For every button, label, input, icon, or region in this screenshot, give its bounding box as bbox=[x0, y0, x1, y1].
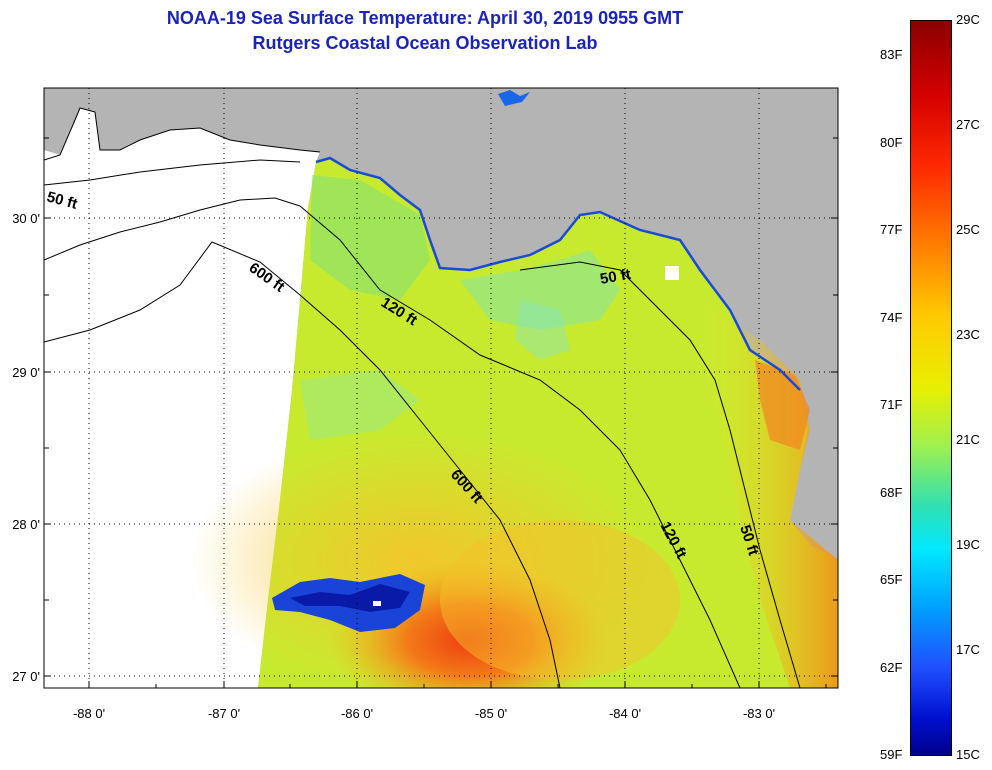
colorbar-f-label: 62F bbox=[880, 660, 903, 675]
colorbar-f-label: 77F bbox=[880, 222, 903, 237]
colorbar-c-label: 17C bbox=[956, 642, 980, 657]
contour-120ft bbox=[299, 205, 741, 688]
colorbar-f-label: 80F bbox=[880, 135, 903, 150]
lon-label: -87 0' bbox=[208, 706, 240, 721]
lat-label: 28 0' bbox=[12, 517, 40, 532]
colorbar-c-label: 21C bbox=[956, 432, 980, 447]
colorbar-c-label: 19C bbox=[956, 537, 980, 552]
colorbar-c-label: 25C bbox=[956, 222, 980, 237]
colorbar-f-label: 74F bbox=[880, 310, 903, 325]
lon-label: -86 0' bbox=[341, 706, 373, 721]
contour-50ft-east bbox=[519, 261, 801, 688]
colorbar-c-label: 29C bbox=[956, 12, 980, 27]
map-title: NOAA-19 Sea Surface Temperature: April 3… bbox=[166, 8, 684, 28]
lat-label: 30 0' bbox=[12, 211, 40, 226]
colorbar-f-label: 68F bbox=[880, 485, 903, 500]
colorbar-f-label: 59F bbox=[880, 747, 903, 762]
colorbar-c-label: 15C bbox=[956, 747, 980, 762]
lon-label: -83 0' bbox=[743, 706, 775, 721]
colorbar-c-label: 27C bbox=[956, 117, 980, 132]
lon-label: -85 0' bbox=[475, 706, 507, 721]
colorbar-f-label: 83F bbox=[880, 47, 903, 62]
contour-label: 50 ft bbox=[599, 266, 632, 288]
lat-label: 29 0' bbox=[12, 365, 40, 380]
map-frame: 50 ft 600 ft 120 ft 50 ft 600 ft 120 ft … bbox=[44, 88, 838, 688]
colorbar-f-label: 71F bbox=[880, 397, 903, 412]
contour-600ft bbox=[44, 241, 561, 688]
graticule bbox=[44, 88, 838, 688]
contour-120ft-west bbox=[44, 197, 301, 261]
lon-label: -88 0' bbox=[73, 706, 105, 721]
map-subtitle: Rutgers Coastal Ocean Observation Lab bbox=[252, 33, 598, 53]
lat-label: 27 0' bbox=[12, 669, 40, 684]
colorbar-f-label: 65F bbox=[880, 572, 903, 587]
contour-50ft-west bbox=[44, 159, 301, 186]
lon-label: -84 0' bbox=[609, 706, 641, 721]
temperature-colorbar bbox=[910, 20, 952, 756]
colorbar-c-label: 23C bbox=[956, 327, 980, 342]
